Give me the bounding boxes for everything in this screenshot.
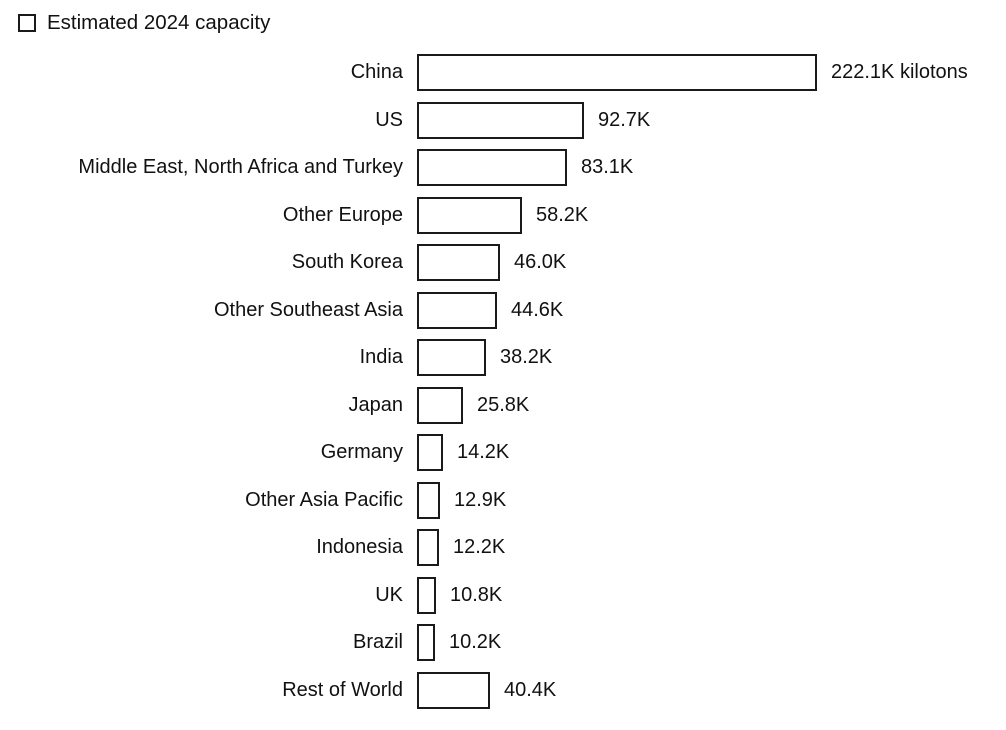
- bar: [417, 244, 500, 282]
- category-label: India: [359, 346, 403, 369]
- legend-item[interactable]: Estimated 2024 capacity: [18, 11, 271, 34]
- value-label: 58.2K: [536, 203, 589, 226]
- bar: [417, 339, 486, 377]
- bar: [417, 671, 490, 709]
- bar-row: Other Asia Pacific 12.9K: [0, 477, 1006, 525]
- bar: [417, 529, 439, 567]
- category-label: UK: [375, 583, 403, 606]
- category-label: Indonesia: [316, 536, 403, 559]
- value-label: 92.7K: [598, 108, 651, 131]
- bar: [417, 196, 522, 234]
- bar: [417, 481, 440, 519]
- value-label: 12.2K: [453, 536, 506, 559]
- bar: [417, 576, 436, 614]
- bar: [417, 101, 584, 139]
- bar-row: China 222.1K kilotons: [0, 49, 1006, 97]
- category-label: China: [350, 61, 403, 84]
- bar-rows: China 222.1K kilotons US 92.7K Middle Ea…: [0, 49, 1006, 714]
- bar-row: UK 10.8K: [0, 572, 1006, 620]
- bar-row: Japan 25.8K: [0, 382, 1006, 430]
- bar-row: Middle East, North Africa and Turkey 83.…: [0, 144, 1006, 192]
- value-label: 46.0K: [514, 251, 567, 274]
- category-label: South Korea: [291, 251, 403, 274]
- bar: [417, 386, 463, 424]
- value-label: 10.2K: [449, 631, 502, 654]
- bar: [417, 434, 443, 472]
- category-label: Japan: [348, 393, 404, 416]
- bar-row: Brazil 10.2K: [0, 619, 1006, 667]
- bar-row: India 38.2K: [0, 334, 1006, 382]
- bar-row: Other Europe 58.2K: [0, 192, 1006, 240]
- category-label: Brazil: [352, 631, 403, 654]
- category-label: Other Southeast Asia: [213, 298, 403, 321]
- value-label: 40.4K: [504, 678, 557, 701]
- category-label: Middle East, North Africa and Turkey: [78, 156, 403, 179]
- bar: [417, 149, 567, 187]
- bar-row: Other Southeast Asia 44.6K: [0, 287, 1006, 335]
- value-label: 10.8K: [450, 583, 503, 606]
- bar-row: Germany 14.2K: [0, 429, 1006, 477]
- category-label: Other Europe: [282, 203, 403, 226]
- value-label: 222.1K kilotons: [831, 61, 968, 84]
- category-label: Germany: [320, 441, 403, 464]
- bar: [417, 291, 497, 329]
- category-label: Rest of World: [282, 678, 403, 701]
- category-label: Other Asia Pacific: [245, 488, 403, 511]
- legend-swatch-icon: [18, 14, 36, 33]
- bar-row: US 92.7K: [0, 97, 1006, 145]
- value-label: 83.1K: [581, 156, 634, 179]
- bar-row: South Korea 46.0K: [0, 239, 1006, 287]
- bar-row: Rest of World 40.4K: [0, 667, 1006, 715]
- bar: [417, 624, 435, 662]
- bar-row: Indonesia 12.2K: [0, 524, 1006, 572]
- category-label: US: [375, 108, 403, 131]
- value-label: 14.2K: [457, 441, 510, 464]
- value-label: 44.6K: [511, 298, 564, 321]
- value-label: 25.8K: [477, 393, 530, 416]
- legend-label: Estimated 2024 capacity: [47, 11, 271, 34]
- value-label: 38.2K: [500, 346, 553, 369]
- bar: [417, 54, 817, 92]
- value-label: 12.9K: [454, 488, 507, 511]
